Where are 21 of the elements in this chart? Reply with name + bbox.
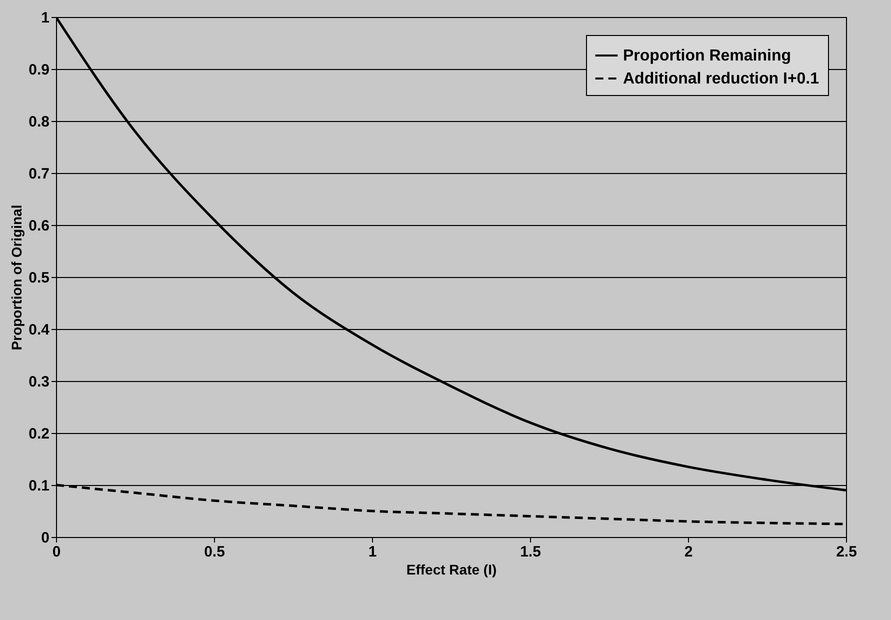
y-tick-label: 1 [41, 10, 50, 26]
x-tick-label: 1 [368, 544, 377, 560]
y-tick-label: 0.2 [28, 426, 50, 442]
y-tick-label: 0.8 [28, 114, 50, 130]
legend-label: Proportion Remaining [623, 48, 791, 64]
x-tick-label: 2.5 [836, 544, 857, 560]
y-tick-label: 0.3 [28, 374, 50, 390]
y-tick-label: 0.5 [28, 270, 50, 286]
legend-label: Additional reduction I+0.1 [623, 70, 820, 88]
y-tick-label: 0 [41, 530, 50, 546]
y-tick-label: 0.9 [28, 62, 50, 78]
y-tick-label: 0.6 [28, 218, 50, 234]
y-tick-label: 0.4 [28, 322, 50, 338]
x-axis-title: Effect Rate (I) [406, 562, 497, 578]
y-axis-title: Proportion of Original [8, 204, 25, 350]
x-tick-label: 0.5 [204, 544, 225, 560]
x-tick-label: 1.5 [520, 544, 541, 560]
x-tick-label: 2 [684, 544, 693, 560]
y-tick-label: 0.1 [28, 478, 50, 494]
y-tick-label: 0.7 [28, 166, 50, 182]
x-tick-label: 0 [52, 544, 61, 560]
